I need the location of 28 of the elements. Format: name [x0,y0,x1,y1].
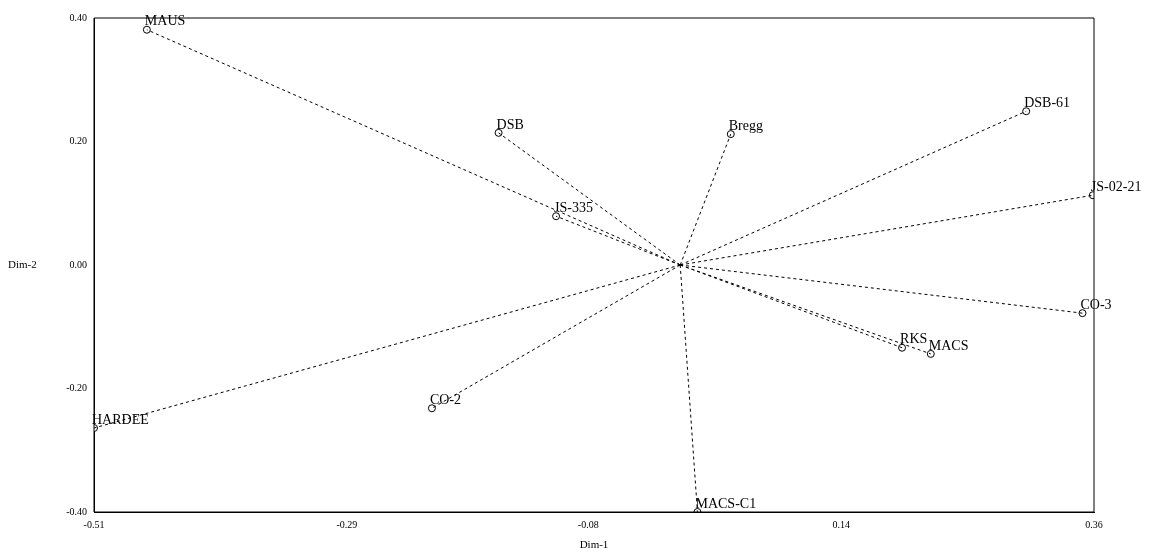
x-tick-label: -0.08 [577,518,599,530]
point [1022,107,1031,116]
data-label: MAUS [144,13,186,29]
data-label: CO-3 [1080,296,1112,312]
x-tick-label: -0.29 [336,518,358,530]
x-tick-label: 0.14 [832,518,850,530]
x-axis-title: Dim-1 [579,538,609,551]
point [926,349,935,358]
y-axis-title: Dim-2 [8,257,37,270]
y-tick-label: -0.40 [66,505,87,517]
data-label: RKS [900,331,928,347]
point [552,212,561,221]
y-tick-label: 0.40 [69,11,87,23]
data-label: JS-02-21 [1090,178,1142,194]
x-tick-label: -0.51 [83,518,105,530]
point [142,25,151,34]
point [427,404,436,413]
y-tick-label: -0.20 [66,382,87,394]
data-label: DSB-61 [1024,94,1071,110]
data-label: JS-335 [554,199,593,215]
data-label: CO-2 [429,391,462,407]
y-tick-label: 0.00 [69,258,87,270]
data-label: MACS-C1 [695,495,757,511]
data-label: MACS [928,337,969,353]
x-tick-label: 0.36 [1085,518,1103,530]
data-label: DSB [496,116,524,132]
data-label: Bregg [728,117,763,133]
y-tick-label: 0.20 [69,135,87,147]
